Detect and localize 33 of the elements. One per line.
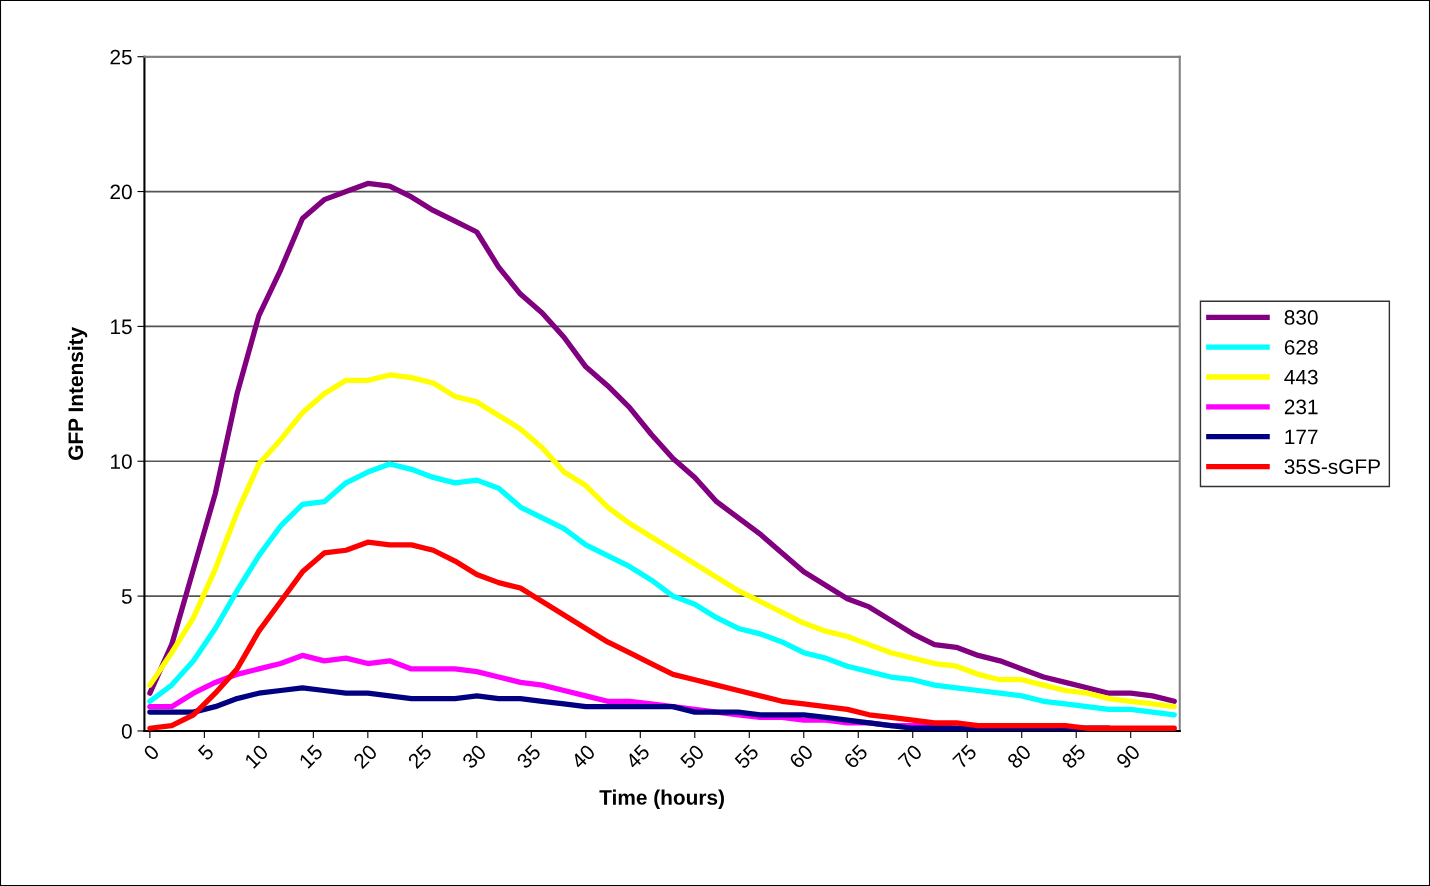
x-tick-label: 60 <box>788 743 815 770</box>
legend-label: 830 <box>1284 310 1318 325</box>
x-tick-label: 75 <box>952 743 978 770</box>
x-tick-label: 45 <box>624 743 651 770</box>
x-tick-label: 50 <box>679 743 706 770</box>
legend-label: 443 <box>1284 369 1318 385</box>
y-tick-label: 25 <box>110 49 132 65</box>
legend-label: 35S-sGFP <box>1284 459 1380 475</box>
x-tick-label: 40 <box>570 743 597 770</box>
x-tick-label: 30 <box>461 743 488 770</box>
x-tick-label: 25 <box>407 743 433 770</box>
y-tick-label: 0 <box>121 723 132 739</box>
x-tick-label: 15 <box>298 743 324 769</box>
y-tick-label: 20 <box>110 184 132 200</box>
x-tick-label: 35 <box>515 743 542 770</box>
x-tick-label: 55 <box>734 743 760 770</box>
x-tick-label: 90 <box>1115 743 1141 770</box>
legend-label: 177 <box>1285 429 1318 444</box>
y-tick-label: 5 <box>121 589 132 604</box>
legend-label: 231 <box>1284 399 1318 415</box>
x-tick-label: 80 <box>1006 743 1032 770</box>
x-tick-label: 65 <box>843 743 869 770</box>
x-tick-label: 20 <box>352 743 379 770</box>
x-tick-label: 0 <box>142 743 161 762</box>
x-tick-label: 5 <box>197 743 215 762</box>
y-axis-title: GFP Intensity <box>67 326 88 460</box>
x-axis-title: Time (hours) <box>599 789 724 809</box>
y-tick-label: 10 <box>111 454 132 470</box>
x-tick-label: 70 <box>897 743 923 770</box>
x-tick-label: 10 <box>243 743 270 769</box>
y-tick-label: 15 <box>111 319 132 335</box>
x-tick-label: 85 <box>1060 743 1087 770</box>
legend-label: 628 <box>1284 339 1318 355</box>
